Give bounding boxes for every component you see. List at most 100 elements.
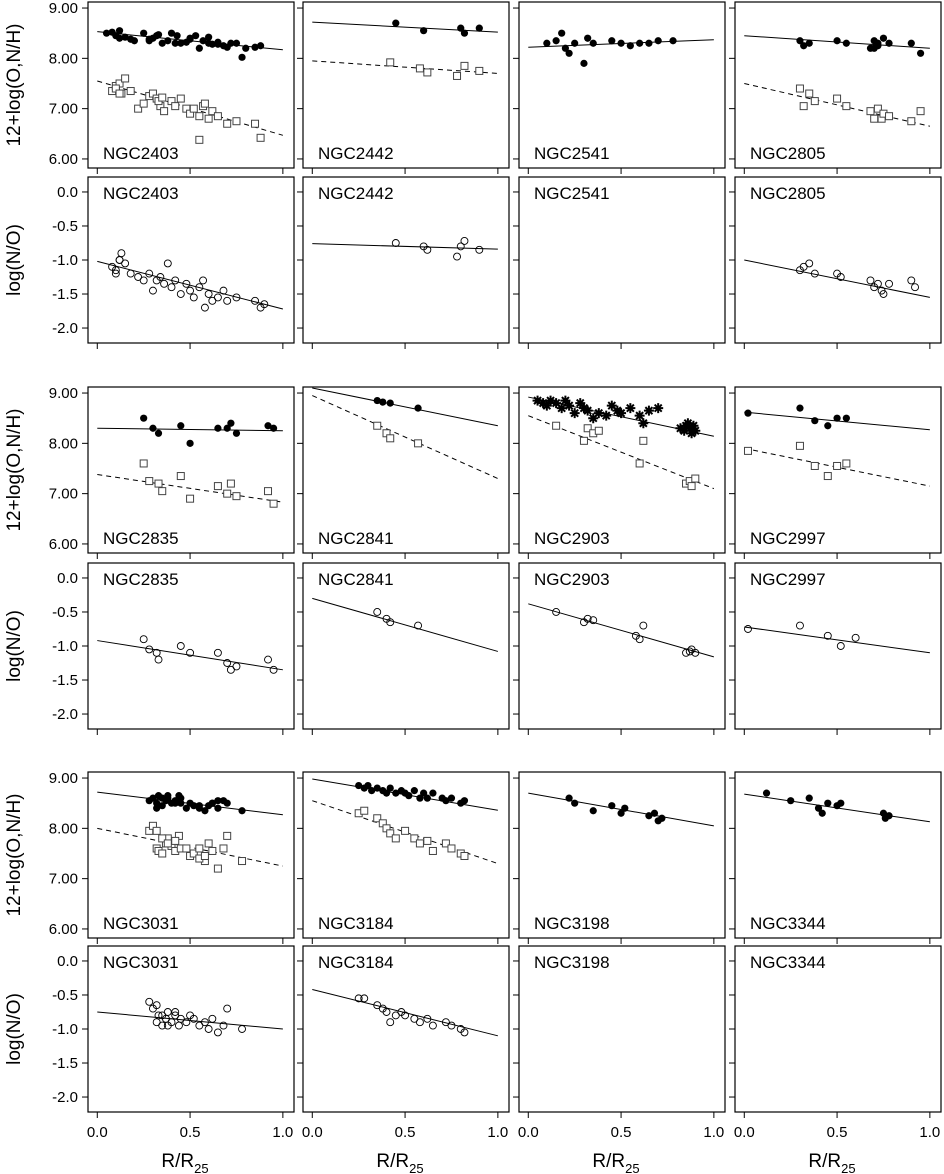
oh-data-point	[837, 799, 845, 807]
nh-data-point	[126, 87, 135, 96]
nh-data-point	[158, 93, 167, 102]
nh-data-point	[428, 846, 437, 855]
y-tick-label: 7.00	[49, 101, 78, 118]
oh-data-point	[238, 53, 246, 61]
no-data-point	[182, 279, 191, 288]
oh-data-point	[811, 417, 819, 425]
galaxy-label: NGC2903	[534, 570, 610, 589]
no-data-point	[836, 642, 845, 650]
no-data-point	[423, 1014, 432, 1023]
no-data-point	[583, 614, 592, 623]
oh-data-point	[195, 44, 203, 52]
no-data-point	[171, 1011, 180, 1020]
nh-data-point	[226, 479, 235, 488]
oh-data-point	[177, 799, 185, 807]
x-axis-title: R/R25	[161, 1151, 208, 1174]
nh-data-point	[160, 107, 169, 116]
y-tick-label: 6.00	[49, 536, 78, 553]
panel-ngc2403-no-ratio: 0.0 -0.5 -1.0 -1.5 -2.0 NGC2403	[52, 176, 295, 349]
oh-data-point	[818, 809, 826, 817]
y-axis-title: 12+log(O,N/H)	[4, 23, 25, 146]
no-data-point	[410, 1014, 419, 1023]
oh-data-point	[140, 29, 148, 37]
no-data-point	[589, 616, 598, 625]
oh-fit-line	[97, 427, 283, 432]
oh-data-point	[379, 398, 387, 406]
galaxy-label: NGC2841	[318, 570, 394, 589]
oh-data-point	[251, 43, 259, 51]
oh-data-point	[429, 789, 437, 797]
panel-ngc3184-no-ratio: NGC3184	[297, 945, 510, 1118]
oh-data-point	[201, 807, 209, 815]
no-data-point	[691, 648, 700, 657]
galaxy-label: NGC3344	[750, 914, 826, 933]
oh-data-point	[171, 39, 179, 47]
no-data-point	[373, 608, 382, 616]
oh-data-point	[532, 395, 543, 406]
nh-data-point	[873, 104, 882, 113]
y-tick-label: 8.00	[49, 435, 78, 452]
no-data-point	[126, 269, 135, 278]
no-data-point	[121, 259, 130, 268]
oh-data-point	[636, 39, 644, 47]
galaxy-label: NGC2805	[750, 184, 826, 203]
nh-data-point	[410, 834, 419, 843]
oh-data-point	[423, 794, 431, 802]
no-data-point	[911, 283, 919, 292]
nh-data-point	[154, 479, 163, 488]
oh-data-point	[907, 39, 915, 47]
x-tick-label: 1.0	[703, 1124, 724, 1141]
y-tick-label: -1.0	[52, 638, 78, 655]
panel-frame	[734, 771, 942, 939]
y-tick-label: -2.0	[52, 1089, 78, 1106]
oh-data-point	[392, 19, 400, 27]
y-tick-label: -2.0	[52, 320, 78, 337]
nh-data-point	[823, 472, 832, 481]
y-axis-title: 12+log(O,N/H)	[4, 408, 25, 531]
oh-data-point	[564, 400, 575, 411]
oh-data-point	[571, 39, 579, 47]
y-tick-label: -2.0	[52, 706, 78, 723]
no-data-point	[160, 279, 169, 288]
x-tick-label: 0.5	[395, 1124, 416, 1141]
oh-data-point	[373, 784, 381, 792]
oh-data-point	[420, 789, 428, 797]
nh-data-point	[687, 482, 696, 491]
oh-data-point	[171, 799, 179, 807]
nh-data-point	[810, 97, 819, 106]
no-data-point	[441, 1018, 450, 1027]
oh-data-point	[475, 24, 483, 32]
oh-data-point	[885, 812, 893, 820]
no-data-point	[219, 1021, 228, 1030]
panel-ngc3184-abundance: NGC3184	[297, 771, 510, 944]
no-data-point	[145, 645, 154, 654]
y-tick-label: -0.5	[52, 987, 78, 1004]
oh-data-point	[214, 804, 222, 812]
nh-fit-line	[528, 415, 715, 490]
panel-ngc2835-no-ratio: 0.0 -0.5 -1.0 -1.5 -2.0 NGC2835	[52, 562, 295, 735]
nh-data-point	[186, 494, 195, 503]
no-data-point	[176, 290, 185, 298]
nh-data-point	[795, 84, 804, 93]
nh-data-point	[171, 836, 180, 845]
nh-data-point	[264, 487, 273, 496]
no-data-point	[269, 665, 278, 674]
panel-ngc3031-no-ratio: 0.0 -0.5 -1.0 -1.5 -2.0 NGC3031	[52, 945, 295, 1118]
nh-data-point	[639, 436, 648, 445]
nh-data-point	[200, 852, 209, 861]
no-data-point	[635, 635, 644, 644]
panel-frame	[302, 386, 510, 554]
oh-data-point	[158, 794, 166, 802]
nh-data-point	[232, 492, 241, 501]
y-tick-label: -1.5	[52, 286, 78, 303]
nh-data-point	[552, 421, 561, 430]
no-data-point	[139, 276, 148, 285]
nh-data-point	[158, 487, 167, 496]
nh-data-point	[171, 102, 180, 111]
oh-data-point	[645, 39, 653, 47]
panel-ngc2835-abundance: 9.00 8.00 7.00 6.00 NGC2835	[49, 385, 295, 559]
nh-data-point	[189, 104, 198, 113]
oh-data-point	[214, 40, 222, 48]
no-data-point	[873, 279, 882, 288]
oh-data-point	[621, 804, 629, 812]
